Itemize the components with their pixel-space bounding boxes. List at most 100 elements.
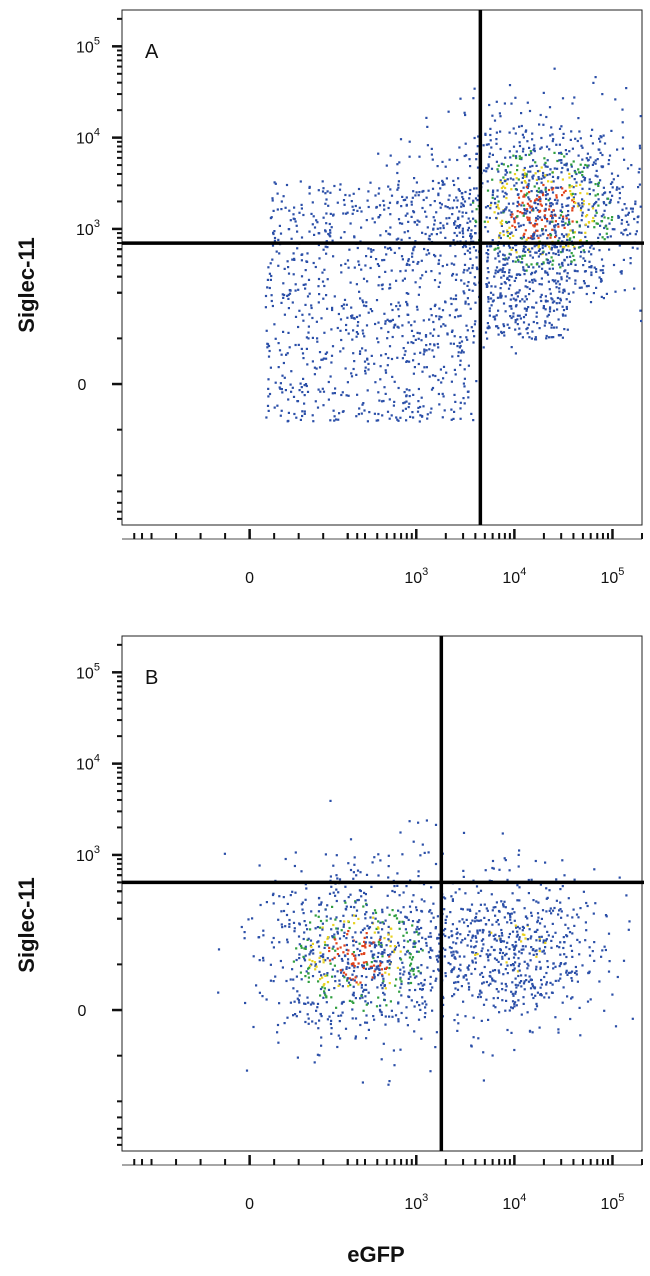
event-dot bbox=[295, 958, 298, 962]
event-dot bbox=[539, 147, 542, 150]
event-dot bbox=[336, 326, 339, 330]
event-dot bbox=[502, 195, 506, 198]
event-dot bbox=[354, 204, 357, 208]
event-dot bbox=[608, 960, 611, 963]
event-dot bbox=[574, 201, 577, 205]
event-dot bbox=[504, 208, 507, 211]
event-dot bbox=[368, 411, 371, 414]
event-dot bbox=[582, 249, 585, 252]
event-dot bbox=[565, 298, 568, 301]
event-dot bbox=[301, 313, 304, 316]
event-dot bbox=[559, 953, 562, 956]
event-dot bbox=[501, 955, 504, 958]
event-dot bbox=[558, 263, 561, 266]
event-dot bbox=[365, 1003, 368, 1006]
event-dot bbox=[283, 293, 286, 297]
event-dot bbox=[602, 134, 605, 137]
event-dot bbox=[268, 286, 271, 290]
event-dot bbox=[467, 303, 470, 306]
event-dot bbox=[459, 417, 462, 420]
event-dot bbox=[427, 189, 430, 192]
event-dot bbox=[326, 957, 329, 960]
event-dot bbox=[399, 270, 402, 273]
event-dot bbox=[571, 209, 574, 212]
event-dot bbox=[447, 961, 450, 965]
event-dot bbox=[542, 91, 545, 94]
event-dot bbox=[302, 955, 305, 958]
event-dot bbox=[469, 165, 472, 168]
event-dot bbox=[380, 968, 383, 971]
event-dot bbox=[429, 1070, 432, 1073]
event-dot bbox=[485, 216, 488, 219]
event-dot bbox=[550, 946, 553, 949]
event-dot bbox=[456, 158, 459, 162]
event-dot bbox=[345, 937, 348, 940]
event-dot bbox=[408, 395, 411, 398]
event-dot bbox=[402, 402, 405, 405]
event-dot bbox=[428, 956, 432, 959]
event-dot bbox=[330, 354, 334, 357]
event-dot bbox=[540, 177, 543, 180]
event-dot bbox=[306, 996, 309, 999]
event-dot bbox=[515, 157, 518, 160]
event-dot bbox=[473, 335, 476, 338]
event-dot bbox=[535, 182, 539, 185]
event-dot bbox=[509, 284, 512, 287]
event-dot bbox=[580, 286, 583, 289]
event-dot bbox=[252, 1025, 255, 1029]
event-dot bbox=[535, 939, 538, 942]
event-dot bbox=[422, 189, 425, 193]
event-dot bbox=[356, 393, 359, 396]
event-dot bbox=[445, 217, 448, 220]
event-dot bbox=[503, 334, 506, 337]
event-dot bbox=[388, 959, 391, 962]
event-dot bbox=[297, 935, 301, 938]
event-dot bbox=[380, 1013, 383, 1016]
event-dot bbox=[373, 362, 376, 365]
event-dot bbox=[436, 342, 439, 346]
event-dot bbox=[479, 919, 483, 922]
event-dot bbox=[336, 953, 339, 956]
event-dot bbox=[534, 994, 537, 997]
event-dot bbox=[522, 169, 525, 172]
event-dot bbox=[303, 410, 306, 413]
event-dot bbox=[499, 939, 502, 942]
event-dot bbox=[434, 303, 437, 306]
event-dot bbox=[399, 958, 403, 961]
event-dot bbox=[523, 204, 526, 207]
event-dot bbox=[434, 926, 437, 929]
panel-b-x-axis: 0 103 104 105 bbox=[122, 1155, 643, 1213]
event-dot bbox=[557, 223, 560, 226]
event-dot bbox=[548, 245, 551, 248]
event-dot bbox=[461, 227, 464, 230]
event-dot bbox=[303, 959, 307, 962]
y-tick-label: 105 bbox=[76, 35, 100, 56]
event-dot bbox=[394, 984, 397, 987]
event-dot bbox=[550, 991, 554, 994]
event-dot bbox=[335, 942, 338, 945]
event-dot bbox=[540, 978, 543, 982]
event-dot bbox=[397, 326, 400, 329]
event-dot bbox=[470, 945, 473, 948]
event-dot bbox=[409, 964, 412, 967]
event-dot bbox=[387, 356, 390, 360]
event-dot bbox=[409, 910, 412, 914]
event-dot bbox=[474, 301, 477, 304]
event-dot bbox=[325, 915, 328, 918]
event-dot bbox=[358, 314, 361, 317]
event-dot bbox=[482, 981, 485, 984]
event-dot bbox=[245, 1069, 249, 1072]
event-dot bbox=[456, 937, 459, 940]
event-dot bbox=[335, 927, 338, 930]
y-tick-exponent: 5 bbox=[94, 35, 100, 47]
event-dot bbox=[510, 1031, 513, 1034]
event-dot bbox=[335, 418, 338, 421]
event-dot bbox=[559, 962, 563, 965]
event-dot bbox=[411, 255, 414, 258]
event-dot bbox=[497, 960, 500, 963]
event-dot bbox=[303, 394, 306, 397]
event-dot bbox=[439, 254, 442, 257]
event-dot bbox=[549, 205, 552, 208]
event-dot bbox=[611, 216, 614, 219]
event-dot bbox=[386, 247, 389, 250]
